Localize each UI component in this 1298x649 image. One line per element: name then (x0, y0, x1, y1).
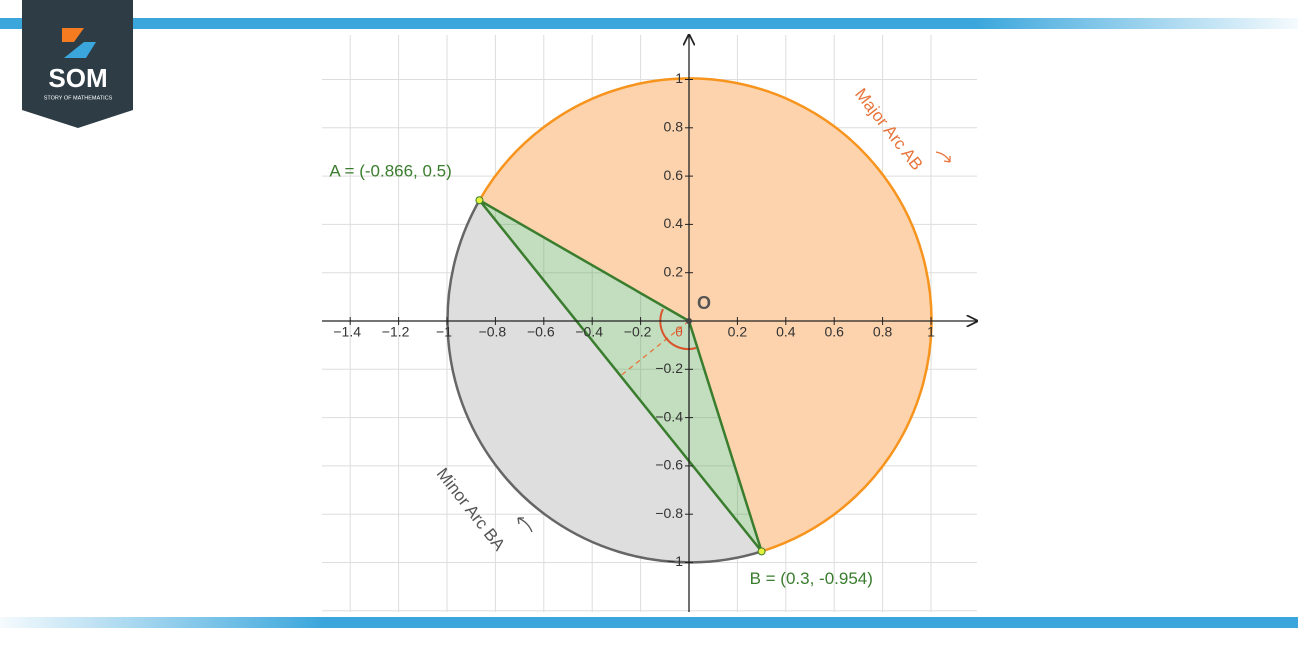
x-tick-label: 0.6 (824, 324, 844, 340)
x-tick-label: 1 (927, 324, 935, 340)
y-tick-label: 1 (675, 70, 683, 86)
top-bar (0, 18, 1298, 29)
minor-segment (447, 200, 762, 563)
origin (686, 318, 692, 324)
point (475, 196, 484, 205)
y-tick-label: 0.8 (664, 119, 684, 135)
y-tick-label: −1 (667, 553, 683, 569)
logo: SOM STORY OF MATHEMATICS (22, 0, 133, 128)
logo-subtitle: STORY OF MATHEMATICS (44, 95, 113, 101)
point-label: A = (-0.866, 0.5) (329, 162, 451, 181)
y-tick-label: −0.6 (655, 457, 683, 473)
triangle (478, 199, 763, 553)
x-tick-label: −1.2 (382, 324, 410, 340)
y-tick-label: −0.4 (655, 408, 683, 424)
point-label: B = (0.3, -0.954) (750, 569, 873, 588)
y-tick-label: 0.4 (664, 215, 684, 231)
logo-icon (62, 28, 84, 42)
angle-label: θ (675, 324, 683, 340)
y-tick-label: 0.2 (664, 263, 684, 279)
logo-icon (64, 42, 96, 58)
x-tick-label: −0.6 (527, 324, 555, 340)
x-tick-label: −1.4 (333, 324, 361, 340)
major-sector (479, 78, 932, 552)
plot: θ −1.4 −1.2 −1 −0.8 −0.6 −0.4 −0.2 0.2 0.4 0.6 0.8 1… (322, 35, 977, 612)
x-tick-label: 0.8 (873, 324, 893, 340)
arc-arrow (935, 151, 951, 163)
point (757, 547, 766, 556)
y-tick-label: −0.2 (655, 360, 683, 376)
x-tick-label: −0.4 (575, 324, 603, 340)
logo-text: SOM (48, 63, 107, 93)
minor-arc (446, 199, 762, 564)
bottom-bar (0, 617, 1298, 628)
x-tick-label: −0.8 (479, 324, 507, 340)
x-tick-label: 0.2 (728, 324, 748, 340)
arc-arrow (517, 517, 533, 533)
perpendicular (620, 320, 690, 377)
y-tick-label: −0.8 (655, 505, 683, 521)
x-tick-label: 0.4 (776, 324, 796, 340)
angle-arc (659, 308, 697, 351)
logo-badge (22, 0, 133, 128)
major-arc (478, 77, 933, 553)
x-tick-label: −0.2 (624, 324, 652, 340)
origin-label: O (697, 293, 711, 313)
y-tick-label: 0.6 (664, 167, 684, 183)
x-tick-label: −1 (436, 324, 452, 340)
